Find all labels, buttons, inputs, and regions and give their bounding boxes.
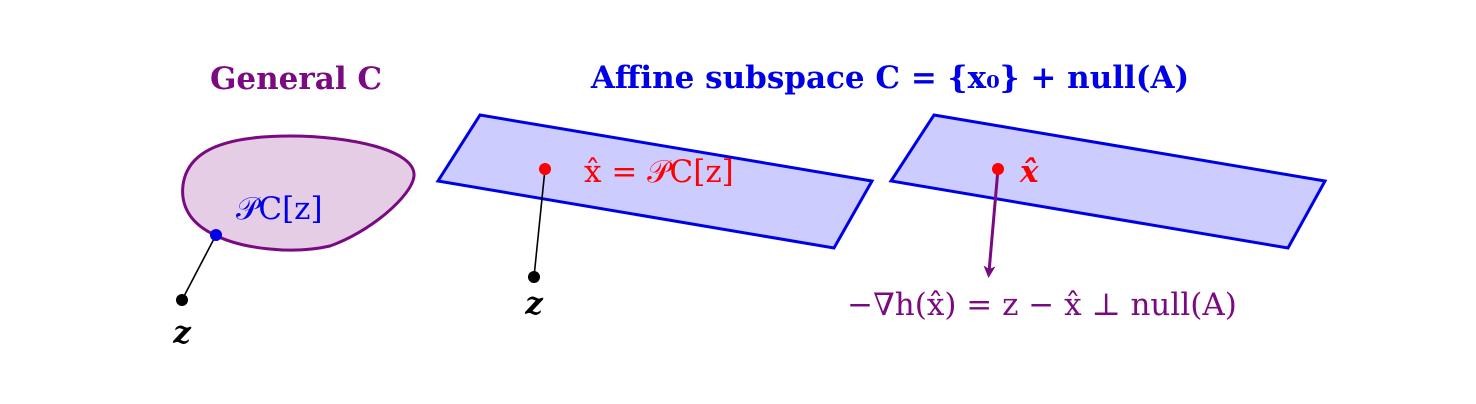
general-projection-segment xyxy=(181,234,217,301)
negative-gradient-arrow xyxy=(983,168,1000,278)
affine-plane-left xyxy=(435,113,875,250)
general-z-label: z xyxy=(172,315,192,351)
general-z-point xyxy=(176,294,188,306)
gradient-projection-point xyxy=(992,163,1004,175)
general-c-title: General C xyxy=(210,61,382,97)
gradient-projection-label: x̂ xyxy=(1019,154,1039,190)
affine-plane-right xyxy=(888,113,1328,250)
gradient-label: −∇h(x̂) = z − x̂ ⊥ null(A) xyxy=(847,287,1237,323)
affine-z-point xyxy=(528,271,540,283)
affine-subspace-title: Affine subspace C = {x₀} + null(A) xyxy=(590,60,1189,96)
affine-z-label: z xyxy=(524,286,544,322)
affine-projection-segment xyxy=(533,168,546,278)
affine-projection-point xyxy=(539,163,551,175)
general-projection-point xyxy=(210,229,222,241)
general-projection-label: 𝒫C[z] xyxy=(236,191,323,227)
affine-projection-label: x̂ = 𝒫C[z] xyxy=(584,154,734,190)
general-convex-set xyxy=(181,134,416,252)
